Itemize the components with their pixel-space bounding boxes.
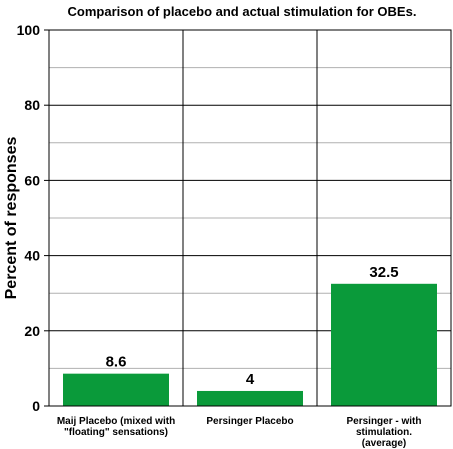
x-tick-label: Persinger Placebo: [206, 416, 293, 427]
y-tick-label: 40: [24, 248, 40, 264]
y-tick-label: 60: [24, 172, 40, 188]
bar: [331, 283, 437, 406]
x-tick-label-line: (average): [362, 438, 406, 449]
x-tick-label-line: Persinger Placebo: [206, 416, 293, 427]
x-tick-label-line: "floating" sensations): [64, 427, 168, 438]
bar: [63, 373, 169, 406]
chart-title: Comparison of placebo and actual stimula…: [68, 4, 417, 19]
data-label: 4: [246, 371, 255, 388]
x-tick-label-line: Persinger - with: [346, 416, 421, 427]
y-tick-label: 100: [17, 22, 41, 38]
plot-area-frame: [48, 29, 452, 407]
bar: [197, 390, 303, 406]
grid-layer: [49, 30, 451, 406]
y-tick-label: 80: [24, 97, 40, 113]
data-label: 32.5: [369, 264, 398, 281]
x-tick-label-line: stimulation.: [356, 427, 412, 438]
x-tick-label-line: Maij Placebo (mixed with: [57, 416, 175, 427]
y-tick-label: 20: [24, 323, 40, 339]
y-axis-label: Percent of responses: [3, 137, 20, 300]
data-label: 8.6: [106, 354, 127, 371]
y-tick-label: 0: [32, 398, 40, 414]
labels-layer: 0 20 40 60 80 100 8.6 Maij Placebo (mixed with "…: [17, 22, 422, 449]
x-tick-label: Maij Placebo (mixed with "floating" sensa…: [57, 416, 175, 438]
bars-layer: [63, 283, 437, 406]
x-tick-label: Persinger - with stimulation. (average): [346, 416, 421, 449]
